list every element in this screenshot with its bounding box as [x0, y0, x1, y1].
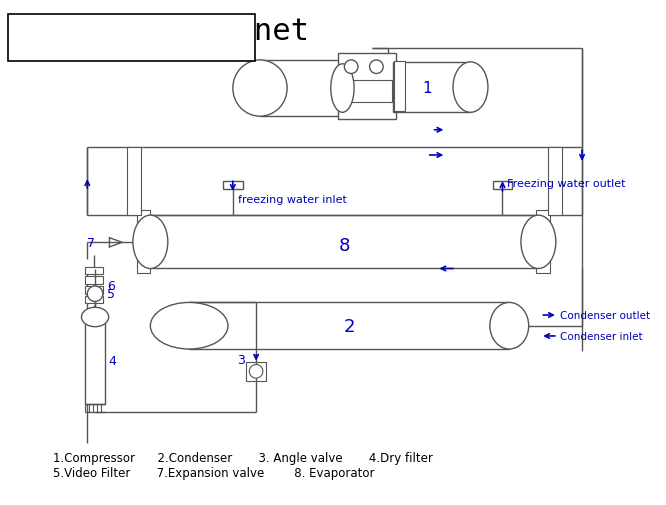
Bar	[246, 362, 266, 381]
Ellipse shape	[233, 61, 287, 117]
Ellipse shape	[521, 216, 556, 269]
Text: Electric cabinet: Electric cabinet	[15, 17, 308, 46]
Bar	[393, 63, 470, 113]
Circle shape	[344, 61, 358, 74]
Text: Condenser inlet: Condenser inlet	[559, 331, 643, 341]
Circle shape	[249, 365, 263, 378]
Ellipse shape	[133, 216, 168, 269]
Bar	[342, 81, 392, 103]
Text: 1.Compressor      2.Condenser       3. Angle valve       4.Dry filter: 1.Compressor 2.Condenser 3. Angle valve …	[53, 451, 433, 464]
Bar	[85, 296, 103, 304]
Bar	[127, 148, 141, 216]
Bar	[85, 317, 105, 405]
Bar	[85, 286, 103, 294]
Bar	[149, 223, 158, 261]
Text: 5.Video Filter       7.Expansion valve        8. Evaporator: 5.Video Filter 7.Expansion valve 8. Evap…	[53, 467, 375, 479]
Text: 3: 3	[236, 354, 244, 367]
Text: 7: 7	[87, 236, 95, 249]
Ellipse shape	[151, 303, 228, 349]
Bar	[85, 277, 103, 284]
Text: Freezing water outlet: Freezing water outlet	[507, 179, 626, 189]
Bar	[85, 267, 103, 275]
Bar	[338, 54, 396, 120]
Bar	[8, 15, 255, 62]
Bar	[151, 216, 538, 269]
Bar	[531, 223, 540, 261]
Bar	[189, 303, 509, 349]
Text: 6: 6	[107, 280, 115, 293]
Bar	[137, 211, 151, 274]
Text: 8: 8	[339, 236, 350, 254]
Text: 1: 1	[422, 80, 432, 95]
Bar	[511, 307, 519, 322]
Ellipse shape	[331, 65, 354, 113]
Bar	[548, 148, 561, 216]
Bar	[511, 330, 519, 345]
Bar	[394, 62, 406, 112]
Text: freezing water inlet: freezing water inlet	[238, 194, 346, 205]
Bar	[223, 182, 242, 189]
Ellipse shape	[490, 303, 529, 349]
Circle shape	[370, 61, 383, 74]
Text: 4: 4	[109, 355, 117, 368]
Bar	[536, 211, 550, 274]
Bar	[260, 61, 342, 117]
Bar	[493, 182, 512, 189]
Circle shape	[87, 286, 103, 302]
Ellipse shape	[453, 63, 488, 113]
Ellipse shape	[81, 308, 109, 327]
Text: 5: 5	[107, 288, 115, 300]
Text: 2: 2	[344, 317, 355, 335]
Text: Condenser outlet: Condenser outlet	[559, 311, 650, 320]
